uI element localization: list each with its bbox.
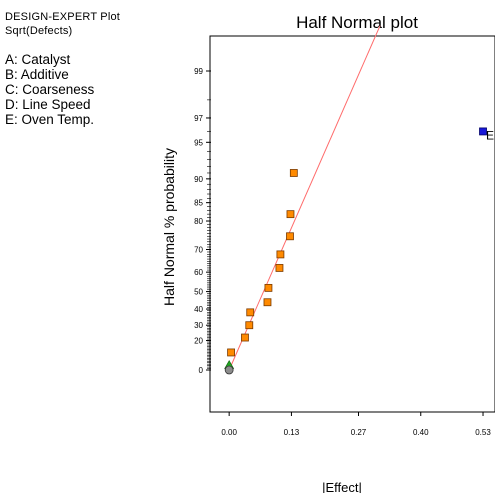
y-axis-label: Half Normal % probability: [161, 148, 177, 306]
y-tick-label: 95: [194, 138, 203, 147]
factor-item: E: Oven Temp.: [5, 112, 95, 127]
effect-point: [286, 232, 294, 241]
response-name: Sqrt(Defects): [5, 25, 73, 37]
factor-item: D: Line Speed: [5, 97, 91, 112]
effect-point: [227, 348, 235, 357]
program-name: DESIGN-EXPERT Plot: [5, 11, 121, 23]
factor-item: C: Coarseness: [5, 82, 95, 97]
y-tick-label: 60: [194, 268, 203, 277]
x-axis-ticks: 0.00 0.13 0.27 0.40 0.53: [221, 412, 491, 437]
effect-point: [245, 321, 254, 330]
y-tick-label: 70: [194, 246, 203, 255]
x-axis-label: |Effect|: [322, 480, 362, 493]
x-tick-label: 0.40: [413, 428, 429, 437]
effect-point-label: E: [486, 128, 494, 142]
effect-point: [275, 264, 284, 272]
y-axis-minor-ticks: [207, 70, 211, 369]
effect-point: [286, 210, 295, 219]
effect-point: [289, 169, 298, 177]
data-markers: E: [224, 127, 494, 375]
y-tick-label: 0: [199, 366, 204, 375]
x-tick-label: 0.53: [475, 428, 491, 437]
plot-frame: [209, 35, 495, 413]
plot-header: DESIGN-EXPERT Plot Sqrt(Defects): [5, 10, 120, 38]
effect-point: [264, 283, 273, 292]
circle-point: [224, 365, 234, 375]
significant-effect-point: [479, 127, 487, 136]
y-tick-label: 90: [194, 175, 203, 184]
effect-point: [263, 298, 272, 307]
x-tick-label: 0.13: [284, 428, 300, 437]
chart-title: Half Normal plot: [296, 13, 418, 32]
y-tick-label: 30: [194, 321, 203, 330]
y-tick-label: 50: [194, 288, 203, 297]
y-tick-label: 40: [194, 305, 203, 314]
y-tick-label: 80: [194, 217, 203, 226]
y-tick-label: 20: [194, 337, 203, 346]
x-tick-label: 0.00: [221, 428, 237, 437]
factor-list: A: Catalyst B: Additive C: Coarseness D:…: [5, 52, 94, 127]
y-tick-label: 97: [194, 114, 203, 123]
y-tick-label: 99: [194, 67, 203, 76]
y-tick-label: 85: [194, 199, 203, 208]
factor-item: A: Catalyst: [5, 52, 71, 67]
factor-item: B: Additive: [5, 67, 69, 82]
effect-point: [276, 250, 285, 259]
reference-line: [228, 25, 381, 371]
effect-point: [241, 333, 249, 342]
x-tick-label: 0.27: [351, 428, 367, 437]
effect-point: [246, 308, 255, 317]
